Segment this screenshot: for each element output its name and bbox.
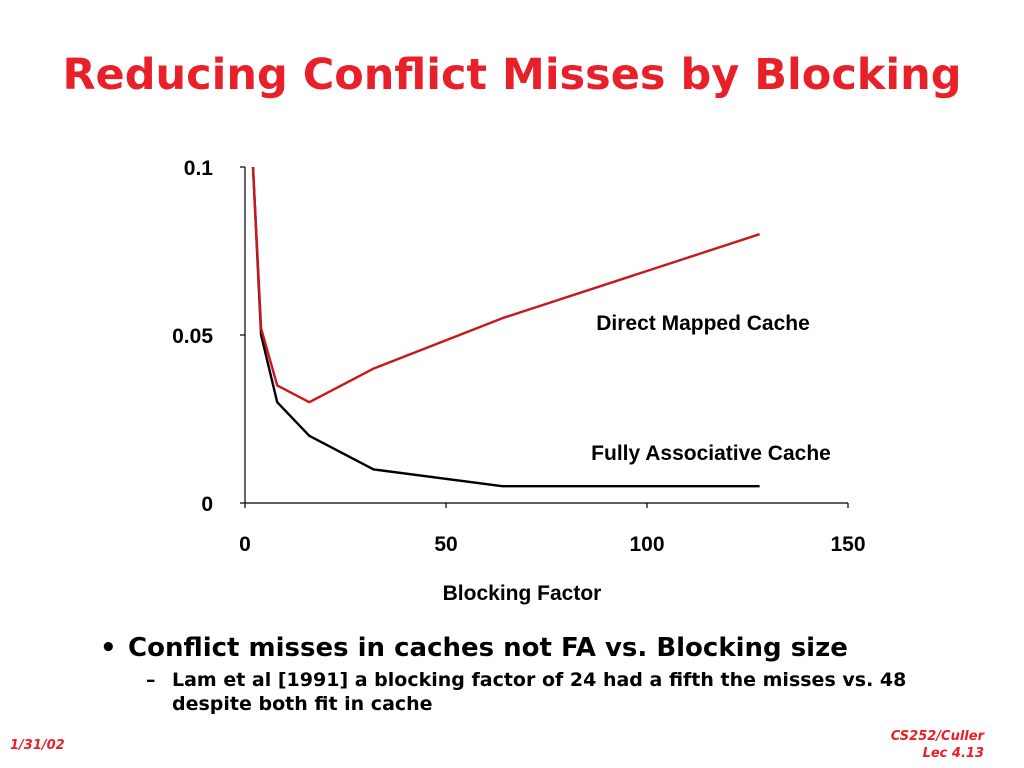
x-tick-label: 0 [239,533,251,556]
sub-bullet-item: – Lam et al [1991] a blocking factor of … [146,668,976,716]
footer-course: CS252/Culler [890,729,984,744]
chart-axes [240,166,849,508]
footer-lecture: Lec 4.13 [922,746,984,761]
chart-series [251,166,760,488]
line-chart: 0 0.05 0.1 0 50 100 150 Blocking Factor Direct… [172,157,865,605]
sub-bullet-text: Lam et al [1991] a blocking factor of 24… [172,669,907,715]
slide-title: Reducing Conflict Misses by Blocking [62,50,962,100]
x-axis-label: Blocking Factor [443,582,602,605]
x-tick-label: 50 [434,533,457,556]
bullet-item: • Conflict misses in caches not FA vs. B… [100,628,1000,668]
bullet-text: Conflict misses in caches not FA vs. Blo… [128,633,848,663]
sub-bullet-marker: – [146,669,156,691]
series-label-fully-associative: Fully Associative Cache [591,442,831,465]
bullet-marker: • [100,633,117,663]
series-label-direct-mapped: Direct Mapped Cache [596,312,810,335]
x-tick-label: 150 [830,533,865,556]
footer-course-info: CS252/Culler Lec 4.13 [891,728,984,762]
y-tick-label: 0.1 [184,157,214,180]
x-tick-label: 100 [629,533,664,556]
bullet-list: • Conflict misses in caches not FA vs. B… [100,628,1000,716]
series-line-direct-mapped [251,166,760,404]
series-line-fully-associative [251,166,760,488]
y-tick-label: 0.05 [172,325,213,348]
footer-date: 1/31/02 [10,738,65,753]
y-tick-label: 0 [201,493,213,516]
chart-tick-labels: 0 0.05 0.1 0 50 100 150 [172,157,865,556]
